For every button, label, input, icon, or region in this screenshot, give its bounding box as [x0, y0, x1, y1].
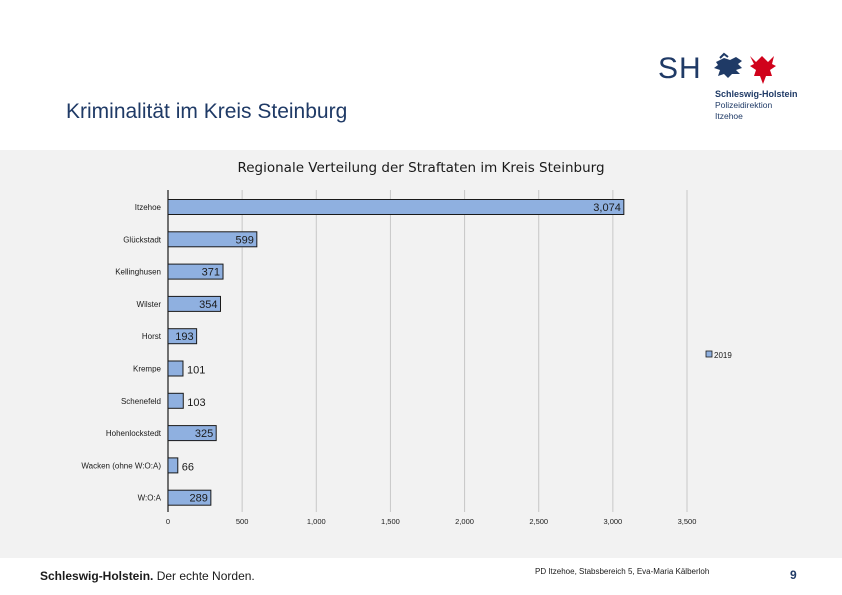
data-label: 3,074	[593, 202, 621, 214]
coat-of-arms-icon	[714, 52, 776, 84]
bar	[167, 457, 179, 474]
category-label: Horst	[142, 332, 162, 341]
data-label: 101	[187, 365, 205, 377]
footer-slogan: Schleswig-Holstein. Der echte Norden.	[40, 569, 255, 583]
category-label: Schenefeld	[121, 397, 161, 406]
category-label: Glückstadt	[123, 235, 162, 244]
footer-slogan-rest: Der echte Norden.	[153, 569, 255, 583]
category-label: W:O:A	[138, 494, 162, 503]
bar	[167, 199, 625, 215]
data-label: 103	[187, 397, 205, 409]
data-label: 193	[175, 331, 193, 343]
x-tick-label: 3,000	[603, 517, 622, 526]
x-tick-label: 1,500	[381, 517, 400, 526]
bar	[167, 295, 221, 312]
category-label: Krempe	[133, 365, 162, 374]
category-label: Kellinghusen	[115, 268, 161, 277]
x-tick-label: 2,500	[529, 517, 548, 526]
category-label: Wilster	[137, 300, 162, 309]
x-tick-label: 1,000	[307, 517, 326, 526]
data-label: 354	[199, 299, 217, 311]
x-tick-label: 3,500	[678, 517, 697, 526]
x-tick-label: 0	[166, 517, 170, 526]
footer-credit: PD Itzehoe, Stabsbereich 5, Eva-Maria Kä…	[535, 567, 710, 576]
chart-panel	[0, 150, 842, 558]
logo-mark: SH	[658, 52, 702, 85]
chart-title: Regionale Verteilung der Straftaten im K…	[237, 160, 605, 176]
page-number: 9	[790, 568, 797, 582]
data-label: 289	[189, 493, 207, 505]
logo-org-name: Schleswig-Holstein	[715, 89, 798, 99]
bar	[167, 263, 224, 280]
bar	[167, 360, 184, 377]
bar	[167, 489, 212, 506]
sh-logo: SH Schleswig-Holstein Polizeidirektion I…	[655, 50, 815, 125]
category-label: Hohenlockstedt	[106, 429, 162, 438]
logo-org-sub2: Itzehoe	[715, 111, 743, 121]
logo-org-sub1: Polizeidirektion	[715, 100, 773, 110]
category-label: Itzehoe	[135, 203, 162, 212]
bar	[167, 392, 184, 409]
bar	[167, 231, 258, 248]
data-label: 371	[202, 267, 220, 279]
category-label: Wacken (ohne W:O:A)	[81, 461, 161, 470]
x-tick-label: 2,000	[455, 517, 474, 526]
bar	[167, 328, 198, 345]
legend-label: 2019	[714, 351, 732, 360]
data-label: 325	[195, 428, 213, 440]
data-label: 599	[235, 234, 253, 246]
page-title: Kriminalität im Kreis Steinburg	[66, 100, 348, 123]
bar	[167, 425, 217, 442]
footer-slogan-bold: Schleswig-Holstein.	[40, 569, 154, 583]
legend-swatch	[705, 350, 713, 358]
x-tick-label: 500	[236, 517, 249, 526]
data-label: 66	[182, 461, 194, 473]
